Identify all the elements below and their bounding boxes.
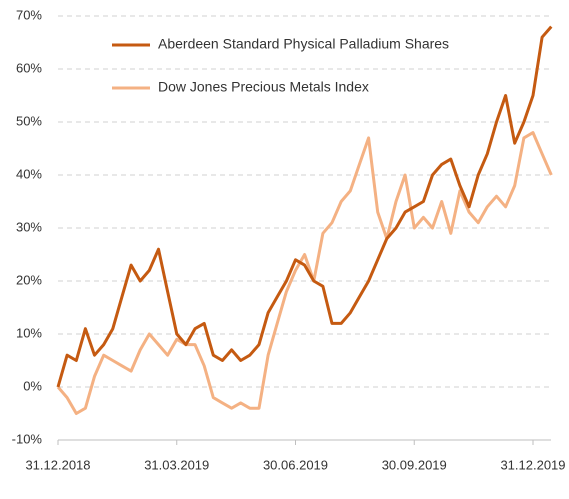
y-tick-label: 40% [16,166,42,181]
x-tick-label: 31.12.2018 [25,457,90,472]
legend-label: Dow Jones Precious Metals Index [158,79,369,95]
y-tick-label: 20% [16,272,42,287]
series-line [56,131,553,415]
y-tick-label: 50% [16,113,42,128]
y-tick-label: 60% [16,60,42,75]
y-tick-label: 70% [16,7,42,22]
y-tick-label: 30% [16,219,42,234]
y-tick-label: 0% [23,378,42,393]
legend-label: Aberdeen Standard Physical Palladium Sha… [158,36,449,52]
x-tick-label: 30.06.2019 [263,457,328,472]
x-tick-label: 31.03.2019 [144,457,209,472]
y-tick-label: -10% [12,431,43,446]
series-line [56,25,553,388]
x-tick-label: 30.09.2019 [382,457,447,472]
x-tick-label: 31.12.2019 [500,457,565,472]
y-tick-label: 10% [16,325,42,340]
